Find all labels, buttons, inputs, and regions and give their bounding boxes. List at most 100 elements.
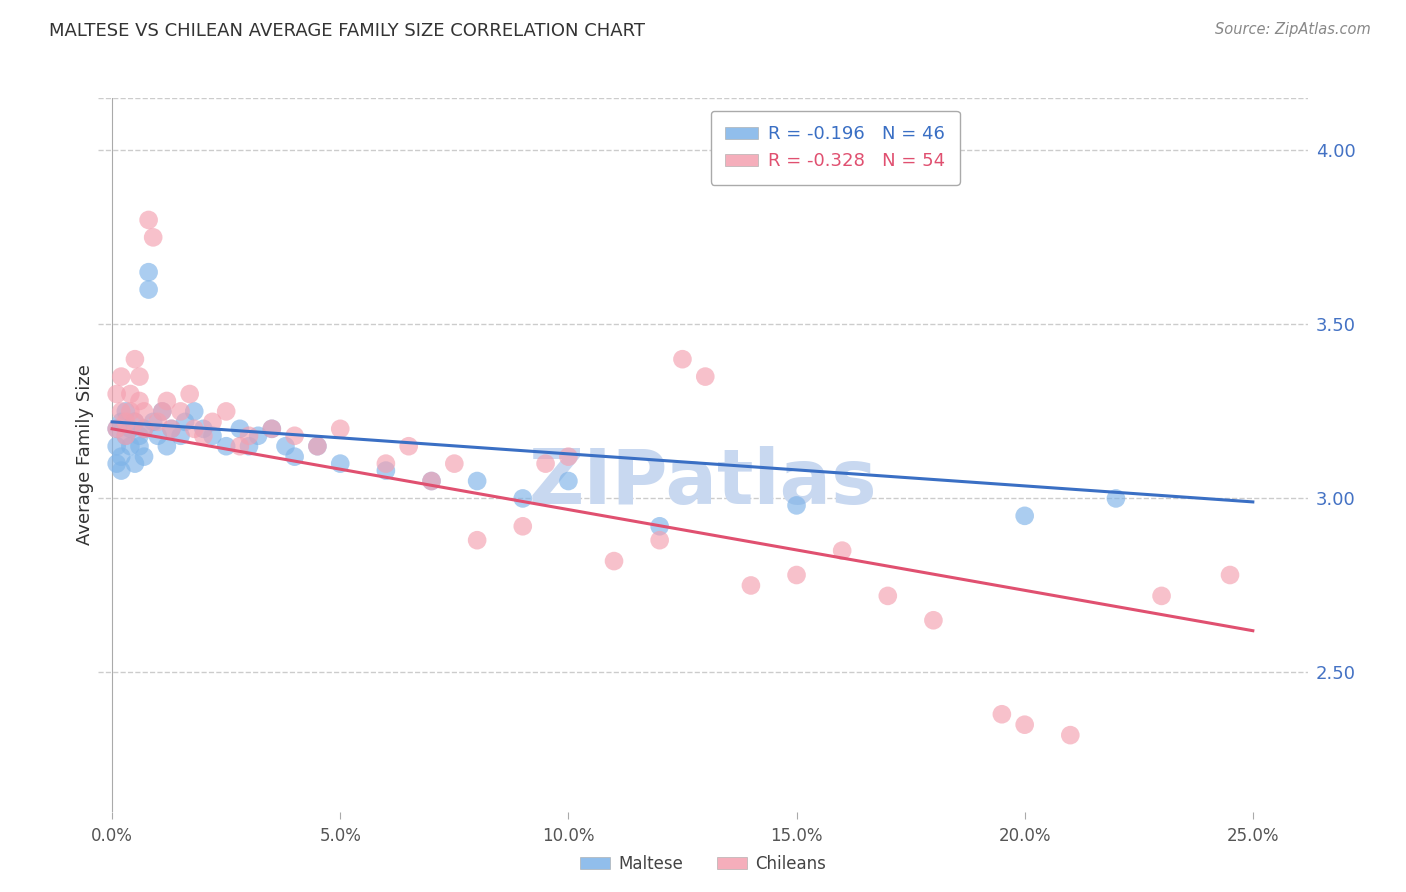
Point	[105, 422, 128, 436]
Point	[229, 439, 252, 453]
Point	[201, 429, 224, 443]
Point	[124, 415, 146, 429]
Point	[443, 457, 465, 471]
Point	[534, 457, 557, 471]
Point	[1150, 589, 1173, 603]
Point	[150, 404, 173, 418]
Point	[831, 543, 853, 558]
Point	[648, 533, 671, 548]
Point	[374, 464, 396, 478]
Point	[260, 422, 283, 436]
Point	[307, 439, 329, 453]
Point	[114, 429, 136, 443]
Point	[329, 422, 352, 436]
Point	[1014, 508, 1036, 523]
Point	[1219, 568, 1241, 582]
Point	[238, 429, 260, 443]
Point	[398, 439, 420, 453]
Point	[132, 450, 155, 464]
Legend: R = -0.196   N = 46, R = -0.328   N = 54: R = -0.196 N = 46, R = -0.328 N = 54	[710, 111, 960, 185]
Point	[247, 429, 270, 443]
Point	[160, 422, 183, 436]
Point	[146, 415, 169, 429]
Point	[229, 422, 252, 436]
Point	[603, 554, 626, 568]
Point	[128, 369, 150, 384]
Point	[124, 352, 146, 367]
Point	[132, 422, 155, 436]
Point	[374, 457, 396, 471]
Point	[120, 422, 142, 436]
Point	[110, 369, 132, 384]
Point	[105, 439, 128, 453]
Point	[174, 415, 197, 429]
Point	[124, 415, 146, 429]
Point	[138, 265, 160, 279]
Point	[1105, 491, 1128, 506]
Point	[114, 415, 136, 429]
Point	[740, 578, 762, 592]
Point	[132, 422, 155, 436]
Point	[512, 519, 534, 533]
Point	[169, 404, 191, 418]
Point	[105, 387, 128, 401]
Point	[648, 519, 671, 533]
Text: ZIPatlas: ZIPatlas	[529, 447, 877, 520]
Point	[1014, 717, 1036, 731]
Point	[183, 422, 205, 436]
Point	[142, 230, 165, 244]
Legend: Maltese, Chileans: Maltese, Chileans	[574, 848, 832, 880]
Point	[557, 450, 579, 464]
Point	[786, 499, 808, 513]
Text: MALTESE VS CHILEAN AVERAGE FAMILY SIZE CORRELATION CHART: MALTESE VS CHILEAN AVERAGE FAMILY SIZE C…	[49, 22, 645, 40]
Point	[105, 457, 128, 471]
Point	[128, 429, 150, 443]
Point	[1059, 728, 1081, 742]
Point	[105, 422, 128, 436]
Point	[150, 404, 173, 418]
Point	[114, 404, 136, 418]
Point	[156, 394, 179, 409]
Point	[329, 457, 352, 471]
Point	[557, 474, 579, 488]
Point	[128, 439, 150, 453]
Point	[138, 213, 160, 227]
Point	[922, 613, 945, 627]
Text: Source: ZipAtlas.com: Source: ZipAtlas.com	[1215, 22, 1371, 37]
Point	[142, 415, 165, 429]
Point	[284, 429, 307, 443]
Point	[215, 404, 238, 418]
Point	[156, 439, 179, 453]
Point	[201, 415, 224, 429]
Point	[307, 439, 329, 453]
Point	[274, 439, 297, 453]
Point	[512, 491, 534, 506]
Point	[465, 474, 488, 488]
Point	[120, 404, 142, 418]
Point	[124, 457, 146, 471]
Point	[114, 429, 136, 443]
Point	[132, 404, 155, 418]
Point	[465, 533, 488, 548]
Point	[120, 387, 142, 401]
Point	[193, 429, 215, 443]
Point	[110, 450, 132, 464]
Point	[284, 450, 307, 464]
Point	[110, 464, 132, 478]
Point	[420, 474, 443, 488]
Point	[110, 404, 132, 418]
Point	[215, 439, 238, 453]
Point	[671, 352, 693, 367]
Point	[179, 387, 201, 401]
Point	[146, 429, 169, 443]
Point	[138, 283, 160, 297]
Y-axis label: Average Family Size: Average Family Size	[76, 365, 94, 545]
Point	[786, 568, 808, 582]
Point	[420, 474, 443, 488]
Point	[128, 394, 150, 409]
Point	[193, 422, 215, 436]
Point	[876, 589, 898, 603]
Point	[695, 369, 717, 384]
Point	[260, 422, 283, 436]
Point	[160, 422, 183, 436]
